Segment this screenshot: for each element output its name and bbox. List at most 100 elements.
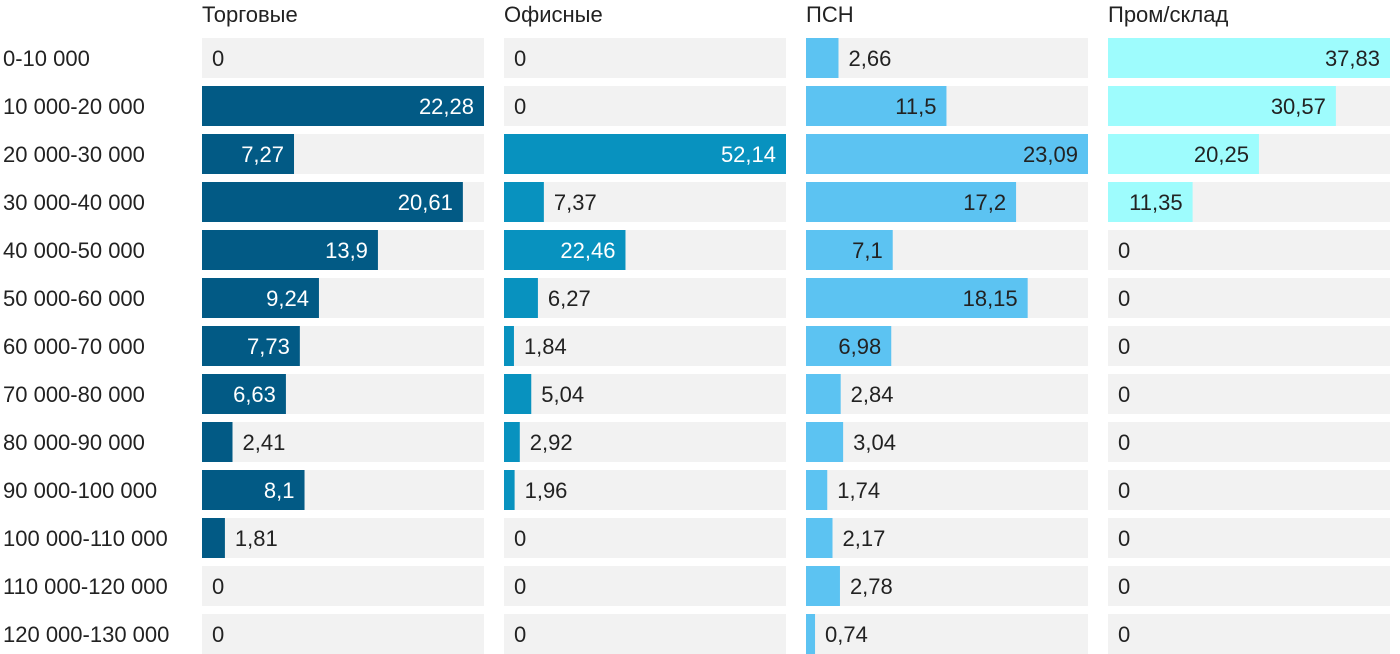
data-label: 2,78: [850, 574, 893, 599]
bar: [504, 230, 626, 270]
data-label: 0: [514, 574, 526, 599]
category-label: 90 000-100 000: [3, 478, 157, 503]
bar: [806, 470, 828, 510]
data-label: 0: [1118, 478, 1130, 503]
data-label: 0: [1118, 286, 1130, 311]
data-label: 0: [1118, 334, 1130, 359]
category-label: 100 000-110 000: [3, 526, 168, 551]
data-label: 1,81: [235, 526, 278, 551]
category-label: 30 000-40 000: [3, 190, 145, 215]
data-label: 30,57: [1271, 94, 1326, 119]
data-label: 7,27: [241, 142, 284, 167]
data-label: 0: [514, 526, 526, 551]
bar: [504, 326, 514, 366]
data-label: 22,46: [560, 238, 615, 263]
data-label: 0: [1118, 574, 1130, 599]
bar: [806, 182, 1017, 222]
data-label: 0: [514, 94, 526, 119]
bar: [806, 422, 844, 462]
panel-title: ПСН: [806, 2, 854, 27]
bar-track: [202, 566, 484, 606]
data-label: 5,04: [541, 382, 584, 407]
data-label: 0: [1118, 430, 1130, 455]
panel-1: Торговые 0 22,28 7,27 20,61 13,9 9,24 7,73 6,63 2…: [202, 2, 484, 654]
data-label: 0: [212, 622, 224, 647]
panel-title: Офисные: [504, 2, 603, 27]
bar: [202, 134, 295, 174]
bar-track: [806, 38, 1088, 78]
bar: [806, 278, 1028, 318]
data-label: 2,17: [843, 526, 886, 551]
bar: [504, 422, 520, 462]
bar-track: [504, 38, 786, 78]
bar-track: [504, 518, 786, 558]
data-label: 11,5: [895, 94, 936, 119]
bar-track: [504, 326, 786, 366]
bar-track: [806, 470, 1088, 510]
bar: [1108, 86, 1336, 126]
bar-track: [806, 614, 1088, 654]
category-label: 70 000-80 000: [3, 382, 145, 407]
data-label: 2,92: [530, 430, 573, 455]
bar-track: [806, 566, 1088, 606]
bar-track: [1108, 326, 1390, 366]
data-label: 1,74: [837, 478, 880, 503]
data-label: 37,83: [1325, 46, 1380, 71]
data-label: 2,84: [851, 382, 894, 407]
data-label: 17,2: [963, 190, 1006, 215]
bar: [504, 278, 538, 318]
bar-track: [504, 470, 786, 510]
data-label: 0: [1118, 238, 1130, 263]
bar: [806, 518, 833, 558]
bar-track: [1108, 374, 1390, 414]
data-label: 9,24: [266, 286, 309, 311]
bar: [1108, 182, 1193, 222]
bar-track: [806, 518, 1088, 558]
data-label: 8,1: [264, 478, 295, 503]
panel-title: Торговые: [202, 2, 298, 27]
data-label: 0: [212, 46, 224, 71]
data-label: 20,25: [1194, 142, 1249, 167]
bar-track: [202, 422, 484, 462]
bar: [202, 182, 463, 222]
data-label: 6,27: [548, 286, 591, 311]
data-label: 11,35: [1129, 190, 1182, 215]
bar-track: [1108, 230, 1390, 270]
bar: [806, 326, 892, 366]
bar-track: [202, 614, 484, 654]
category-label: 40 000-50 000: [3, 238, 145, 263]
bar: [202, 230, 378, 270]
bar-track: [1108, 566, 1390, 606]
bar-track: [1108, 278, 1390, 318]
bar-track: [806, 422, 1088, 462]
bar: [202, 518, 225, 558]
panels: Торговые 0 22,28 7,27 20,61 13,9 9,24 7,73 6,63 2…: [202, 2, 1390, 654]
bar: [806, 614, 816, 654]
bar: [504, 470, 515, 510]
bar: [1108, 134, 1259, 174]
data-label: 3,04: [853, 430, 896, 455]
bar: [202, 422, 233, 462]
category-label: 60 000-70 000: [3, 334, 145, 359]
data-label: 0: [1118, 526, 1130, 551]
bar-track: [504, 614, 786, 654]
bar-track: [806, 374, 1088, 414]
bar: [806, 374, 841, 414]
category-label: 20 000-30 000: [3, 142, 145, 167]
data-label: 18,15: [963, 286, 1018, 311]
data-label: 1,84: [524, 334, 567, 359]
bar: [202, 326, 300, 366]
category-label: 10 000-20 000: [3, 94, 145, 119]
panel-4: Пром/склад 37,83 30,57 20,25 11,35 0 0 0 0 0 0 0 0 0: [1108, 2, 1390, 654]
panel-title: Пром/склад: [1108, 2, 1228, 27]
bar: [806, 134, 1088, 174]
bar: [806, 230, 893, 270]
data-label: 0: [514, 46, 526, 71]
bar: [504, 374, 532, 414]
bar-track: [504, 182, 786, 222]
bar: [202, 278, 319, 318]
data-label: 0: [514, 622, 526, 647]
data-label: 0: [1118, 622, 1130, 647]
